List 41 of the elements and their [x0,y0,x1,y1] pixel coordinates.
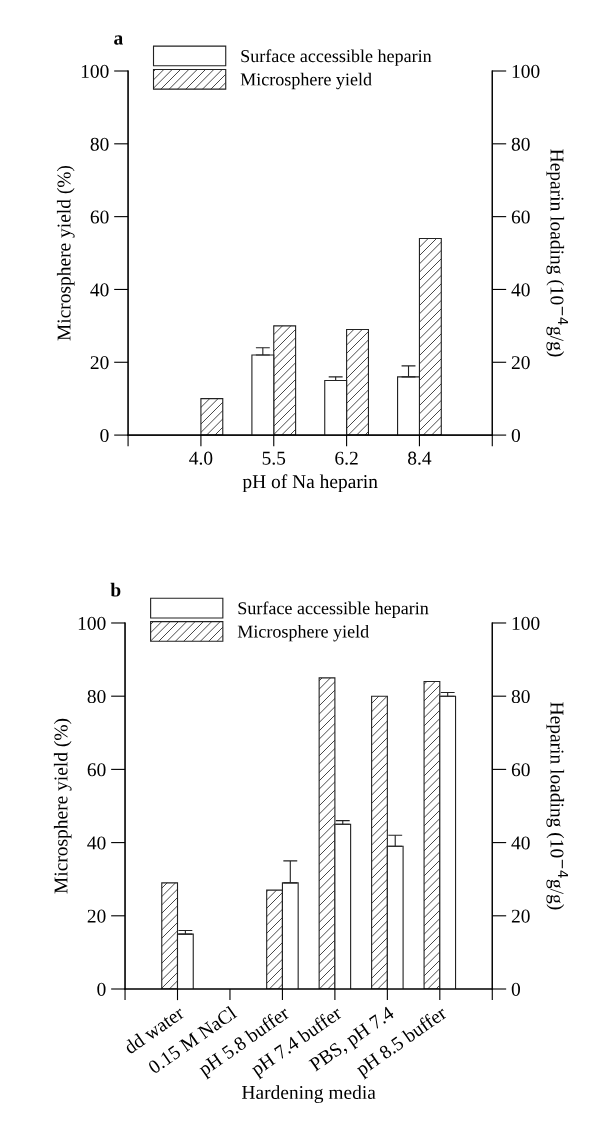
y2-tick-label: 40 [511,836,530,850]
legend-label: Surface accessible heparin [241,49,432,66]
legend-label: Microsphere yield [240,72,372,90]
y2-axis-title: Heparin loading (10$^{−4}$g/g) [546,702,568,910]
y-tick-label: 40 [90,283,109,297]
x-axis-title: Hardening media [242,1085,376,1104]
x-tick-label: 5.5 [262,451,286,465]
y2-tick-label: 80 [511,690,530,704]
y-tick-label: 60 [90,210,109,224]
y-tick-label: 20 [90,356,109,370]
chart-title: a [114,35,123,45]
y2-tick-label: 0 [511,428,521,443]
x-axis-title: pH of Na heparin [242,474,378,493]
y2-tick-label: 40 [511,283,530,297]
y-axis-title: Microsphere yield (%) [53,718,72,894]
y2-tick-label: 100 [512,64,540,78]
y2-tick-label: 0 [511,982,521,996]
y-tick-label: 100 [81,64,109,78]
y2-tick-label: 80 [511,137,530,151]
y2-tick-label: 60 [511,763,530,777]
legend-label: Surface accessible heparin [238,601,429,618]
y-tick-label: 80 [87,690,106,704]
x-tick-label: 8.4 [408,451,432,465]
y-tick-label: 0 [100,428,109,443]
y2-tick-label: 20 [511,909,530,923]
y-tick-label: 60 [87,763,106,777]
x-tick-label: 6.2 [335,451,358,465]
y2-tick-label: 100 [512,616,540,630]
y2-axis-title: Heparin loading (10$^{−4}$g/g) [546,149,568,357]
legend-label: Microsphere yield [237,624,369,642]
x-tick-label: 4.0 [189,451,213,465]
y-tick-label: 100 [78,616,106,630]
y-tick-label: 0 [97,982,106,996]
y-tick-label: 40 [87,836,106,850]
y-axis-title: Microsphere yield (%) [56,165,75,341]
bar [200,398,224,436]
y-tick-label: 80 [90,137,109,151]
y2-tick-label: 20 [511,356,530,370]
chart-title: b [110,582,121,597]
y-tick-label: 20 [87,909,106,923]
y2-tick-label: 60 [511,210,530,224]
